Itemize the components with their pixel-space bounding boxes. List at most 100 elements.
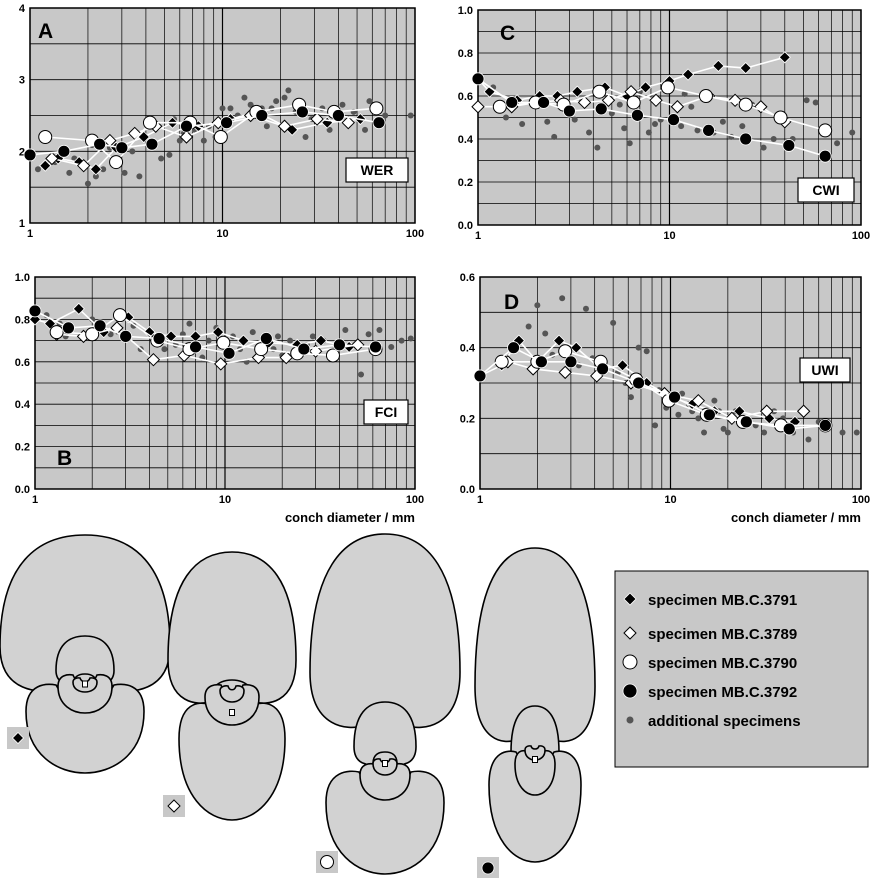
cross-section-diamond-white: [163, 551, 297, 821]
data-point: [773, 110, 788, 125]
data-point: [200, 137, 207, 144]
data-point: [481, 861, 495, 875]
x-axis-label: conch diameter / mm: [731, 510, 861, 525]
data-point: [558, 344, 573, 359]
data-point: [100, 166, 107, 173]
data-point: [189, 340, 202, 354]
data-point: [782, 422, 796, 436]
y-tick-label: 0.4: [15, 399, 31, 411]
x-tick-label: 10: [219, 494, 231, 506]
data-point: [93, 319, 107, 333]
data-point: [255, 109, 269, 122]
whorl-cross-sections: [0, 533, 596, 879]
data-point: [331, 109, 345, 122]
data-point: [309, 333, 316, 340]
data-point: [152, 332, 166, 345]
data-point: [320, 855, 334, 869]
plot-frame: [29, 7, 416, 224]
data-point: [49, 325, 64, 340]
data-point: [93, 137, 107, 151]
data-point: [186, 320, 193, 327]
data-point: [249, 329, 256, 336]
data-point: [818, 123, 833, 138]
data-point: [28, 304, 42, 318]
y-tick-label: 0.4: [460, 343, 476, 355]
legend-item: additional specimens: [626, 713, 801, 730]
data-point: [594, 102, 608, 116]
data-point: [254, 342, 269, 357]
data-point: [632, 376, 645, 390]
data-point: [376, 327, 383, 333]
x-axis-label: conch diameter / mm: [285, 510, 415, 525]
data-point: [287, 337, 294, 344]
data-point: [176, 137, 183, 144]
data-point: [332, 338, 346, 352]
data-point: [84, 180, 91, 187]
y-tick-label: 0.8: [15, 314, 30, 326]
data-point: [119, 329, 133, 343]
data-point: [701, 429, 708, 436]
data-point: [341, 115, 355, 130]
legend-label: specimen MB.C.3789: [648, 626, 797, 643]
data-point: [571, 85, 584, 98]
y-tick-label: 0.6: [15, 357, 30, 369]
protoconch: [82, 680, 88, 688]
data-point: [362, 126, 369, 133]
data-point: [695, 415, 702, 422]
whorl-section: [309, 533, 461, 729]
data-point: [702, 408, 716, 422]
data-point: [273, 98, 280, 105]
data-point: [760, 404, 774, 418]
y-tick-label: 0.2: [15, 442, 30, 454]
data-point: [537, 96, 550, 109]
data-point: [492, 99, 507, 114]
y-tick-label: 0.4: [458, 134, 474, 146]
data-point: [471, 100, 485, 114]
series-dot-grey: [490, 84, 856, 151]
data-point: [407, 335, 414, 342]
data-point: [712, 59, 725, 72]
legend-box: [614, 570, 869, 768]
data-point: [398, 337, 405, 344]
data-point: [85, 327, 100, 342]
data-point: [281, 94, 288, 101]
data-point: [818, 149, 832, 163]
data-point: [724, 429, 731, 436]
data-point: [145, 137, 159, 151]
data-point: [179, 130, 194, 144]
legend-label: specimen MB.C.3792: [648, 684, 797, 701]
data-point: [274, 333, 281, 340]
data-point: [627, 394, 634, 401]
data-point: [34, 166, 41, 173]
data-point: [670, 100, 685, 114]
data-point: [302, 134, 309, 140]
cross-section-diamond-black: [0, 534, 171, 774]
data-point: [89, 163, 102, 176]
data-point: [552, 334, 566, 347]
data-point: [849, 129, 856, 136]
panel-letter: B: [57, 447, 72, 470]
legend-label: specimen MB.C.3790: [648, 655, 797, 672]
panel-letter: A: [38, 20, 53, 43]
data-point: [694, 127, 701, 134]
x-tick-label: 10: [216, 228, 228, 240]
legend-marker-diamond-black-icon: [623, 592, 637, 606]
y-tick-label: 3: [19, 75, 25, 87]
grid: [29, 7, 416, 224]
data-point: [372, 116, 386, 130]
data-point: [782, 139, 796, 152]
y-tick-label: 4: [19, 3, 26, 15]
data-point: [562, 104, 576, 118]
series-diamond-white: [501, 355, 811, 426]
data-point: [161, 346, 168, 353]
data-point: [594, 144, 601, 151]
specimen-marker-tag: [477, 857, 499, 879]
panel-letter: C: [500, 22, 515, 45]
data-point: [92, 173, 99, 180]
data-point: [796, 404, 811, 418]
data-point: [214, 357, 228, 371]
data-point: [805, 436, 812, 443]
specimen-marker-tag: [163, 795, 185, 817]
data-point: [645, 129, 652, 136]
